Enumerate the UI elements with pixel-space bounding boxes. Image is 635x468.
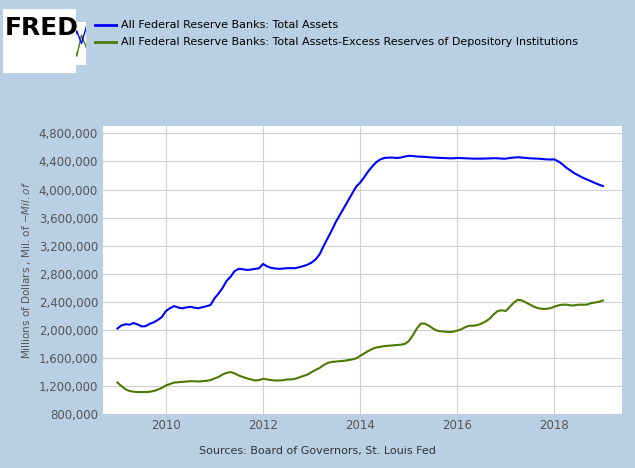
Text: All Federal Reserve Banks: Total Assets-Excess Reserves of Depository Institutio: All Federal Reserve Banks: Total Assets-…	[121, 37, 578, 47]
Text: Sources: Board of Governors, St. Louis Fed: Sources: Board of Governors, St. Louis F…	[199, 446, 436, 456]
Y-axis label: Millions of Dollars , Mil. of $-Mil. of $: Millions of Dollars , Mil. of $-Mil. of …	[20, 181, 33, 359]
Text: FRED: FRED	[5, 16, 79, 40]
Text: All Federal Reserve Banks: Total Assets: All Federal Reserve Banks: Total Assets	[121, 20, 338, 30]
